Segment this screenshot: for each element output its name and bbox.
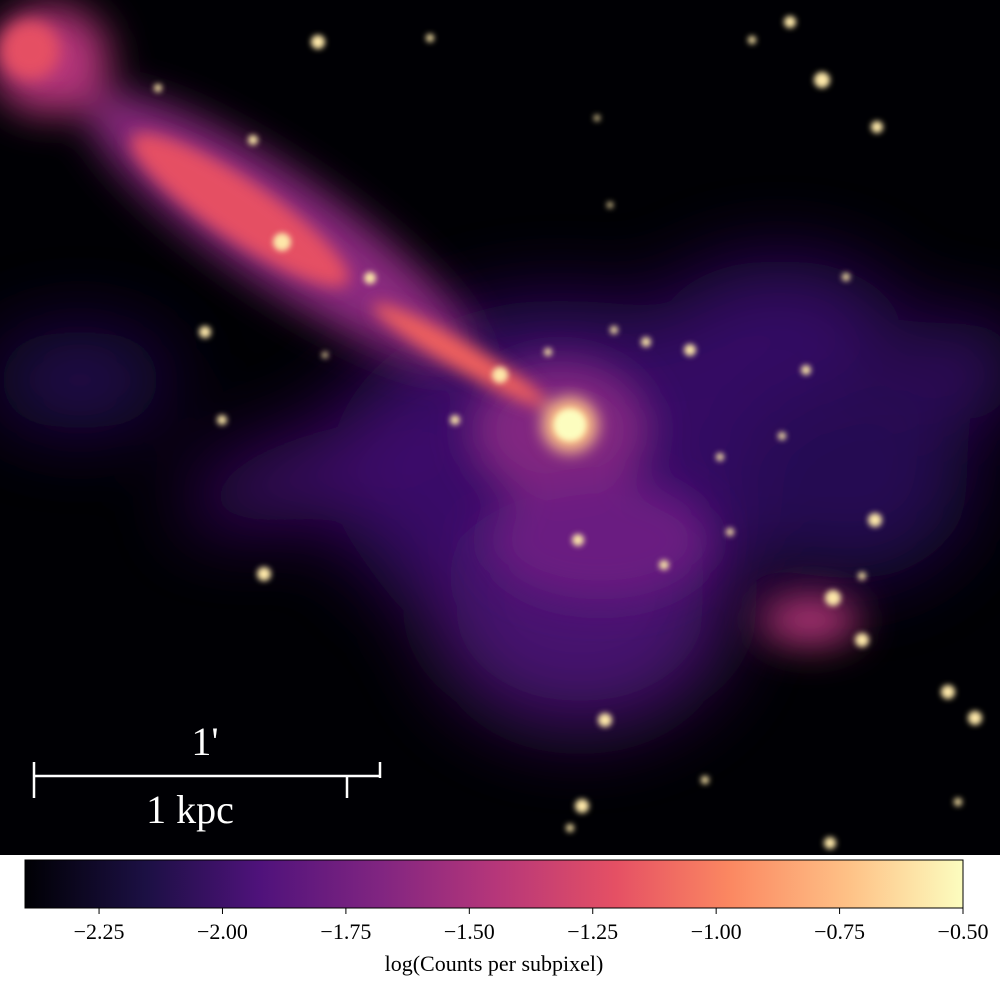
colorbar-tick-label: −2.25 (74, 919, 125, 944)
colorbar-tick-label: −1.50 (444, 919, 495, 944)
colorbar-tick-label: −1.00 (691, 919, 742, 944)
scale-bar-angular-label: 1' (191, 719, 218, 764)
colorbar-ticks: −2.25 −2.00 −1.75 −1.50 −1.25 −1.00 −0.75 −0.50 (74, 908, 989, 944)
colorbar-tick-label: −1.75 (320, 919, 371, 944)
scale-bar (32, 762, 382, 798)
colorbar-tick-label: −1.25 (567, 919, 618, 944)
colorbar-tick-label: −0.75 (814, 919, 865, 944)
colorbar (24, 859, 964, 909)
sky-image: 1' 1 kpc (0, 0, 1000, 855)
colorbar-label: log(Counts per subpixel) (385, 951, 604, 976)
scale-bar-physical-label: 1 kpc (146, 787, 234, 832)
colorbar-tick-label: −0.50 (938, 919, 989, 944)
colorbar-tick-label: −2.00 (197, 919, 248, 944)
